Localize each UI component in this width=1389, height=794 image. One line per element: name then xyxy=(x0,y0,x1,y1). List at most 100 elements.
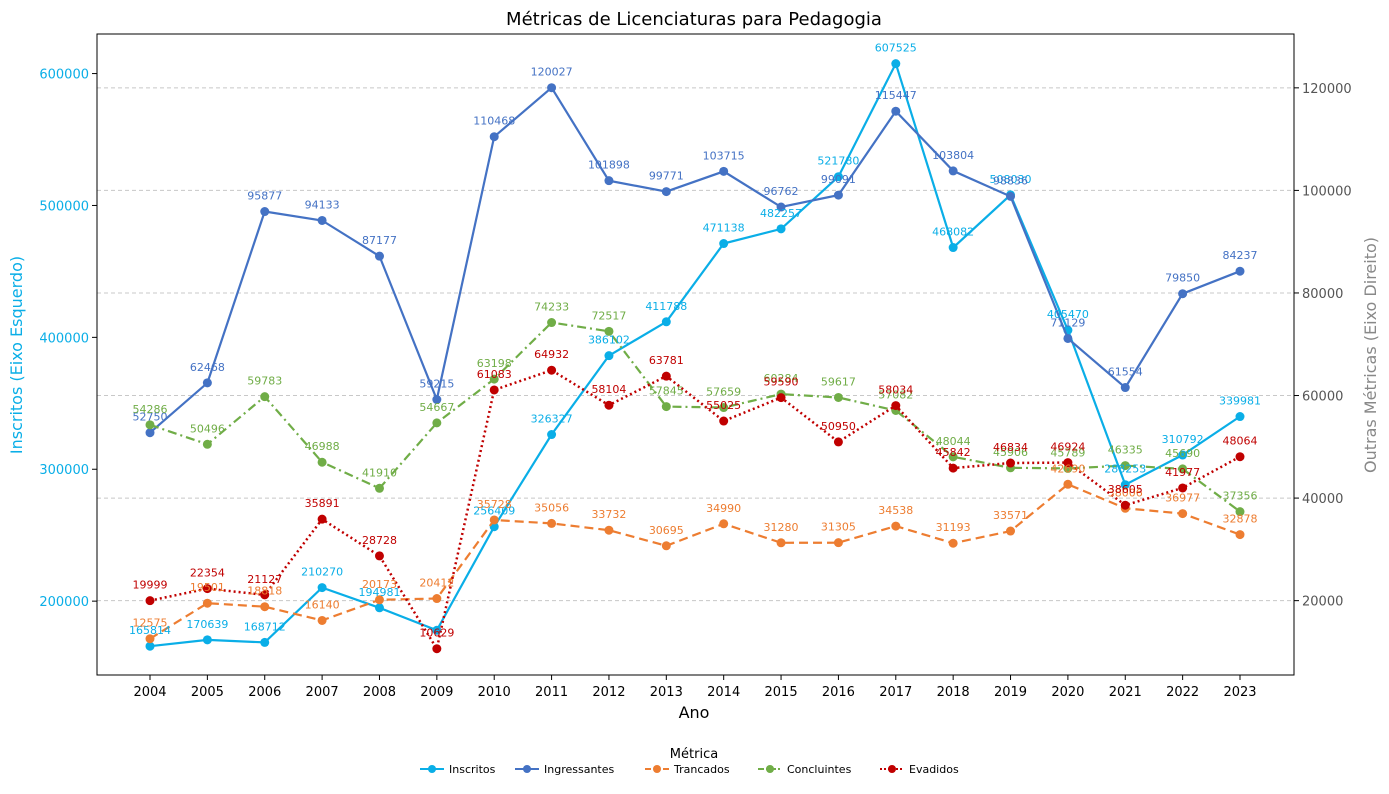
data-label-inscritos: 165814 xyxy=(129,624,171,637)
data-point-ingressantes xyxy=(776,202,786,212)
data-point-ingressantes xyxy=(1063,333,1073,343)
data-label-ingressantes: 103804 xyxy=(932,149,974,162)
data-point-evadidos xyxy=(1178,483,1188,493)
data-label-evadidos: 61083 xyxy=(477,368,512,381)
data-label-inscritos: 170639 xyxy=(186,618,228,631)
data-label-evadidos: 22354 xyxy=(190,567,225,580)
data-label-concluintes: 74233 xyxy=(534,301,569,314)
data-label-inscritos: 339981 xyxy=(1219,395,1261,408)
data-label-inscritos: 411788 xyxy=(645,300,687,313)
data-label-ingressantes: 87177 xyxy=(362,234,397,247)
data-point-evadidos xyxy=(260,590,270,600)
data-label-concluintes: 54667 xyxy=(419,401,454,414)
data-label-concluintes: 63198 xyxy=(477,357,512,370)
data-point-ingressantes xyxy=(1178,289,1188,299)
data-point-ingressantes xyxy=(317,215,327,225)
data-point-concluintes xyxy=(948,452,958,462)
data-point-inscritos xyxy=(604,351,614,361)
data-label-ingressantes: 96762 xyxy=(764,185,799,198)
data-point-trancados xyxy=(948,538,958,548)
legend-label-trancados: Trancados xyxy=(673,763,730,776)
data-point-trancados xyxy=(489,515,499,525)
right-y-tick-label: 100000 xyxy=(1302,184,1352,199)
data-label-evadidos: 19999 xyxy=(133,579,168,592)
data-label-ingressantes: 110468 xyxy=(473,115,515,128)
data-label-trancados: 16140 xyxy=(305,598,340,611)
legend-marker-concluintes xyxy=(766,765,774,773)
grid-lines xyxy=(97,87,1294,602)
data-label-evadidos: 58034 xyxy=(878,384,913,397)
x-tick-label: 2008 xyxy=(363,685,396,700)
data-label-ingressantes: 84237 xyxy=(1223,249,1258,262)
data-point-ingressantes xyxy=(145,428,155,438)
data-label-concluintes: 50496 xyxy=(190,422,225,435)
data-point-evadidos xyxy=(948,463,958,473)
right-y-tick-label: 20000 xyxy=(1302,595,1343,610)
x-tick-label: 2010 xyxy=(478,685,511,700)
left-y-axis-label: Inscritos (Eixo Esquerdo) xyxy=(7,256,26,454)
data-label-ingressantes: 71129 xyxy=(1050,316,1085,329)
data-label-inscritos: 405470 xyxy=(1047,308,1089,321)
data-point-concluintes xyxy=(145,420,155,430)
data-point-evadidos xyxy=(1235,452,1245,462)
data-point-inscritos xyxy=(432,625,442,635)
data-point-inscritos xyxy=(833,172,843,182)
data-label-concluintes: 45789 xyxy=(1050,446,1085,459)
data-label-ingressantes: 52750 xyxy=(133,411,168,424)
data-label-concluintes: 45906 xyxy=(993,446,1028,459)
left-y-tick-label: 400000 xyxy=(39,331,89,346)
data-point-concluintes xyxy=(604,326,614,336)
data-point-concluintes xyxy=(260,392,270,402)
legend-marker-trancados xyxy=(653,765,661,773)
data-label-inscritos: 508030 xyxy=(990,173,1032,186)
x-tick-label: 2007 xyxy=(306,685,339,700)
legend: Métrica Inscritos Ingressantes Trancados Co… xyxy=(420,747,959,776)
data-point-ingressantes xyxy=(1120,383,1130,393)
data-point-ingressantes xyxy=(948,166,958,176)
data-point-concluintes xyxy=(317,457,327,467)
data-point-concluintes xyxy=(833,392,843,402)
legend-label-inscritos: Inscritos xyxy=(449,763,496,776)
data-point-trancados xyxy=(604,525,614,535)
data-point-concluintes xyxy=(719,403,729,413)
data-point-ingressantes xyxy=(432,395,442,405)
data-label-evadidos: 28728 xyxy=(362,534,397,547)
data-point-evadidos xyxy=(202,584,212,594)
data-point-ingressantes xyxy=(1235,266,1245,276)
data-label-evadidos: 64932 xyxy=(534,348,569,361)
x-tick-label: 2011 xyxy=(535,685,568,700)
legend-label-ingressantes: Ingressantes xyxy=(544,763,615,776)
data-label-inscritos: 288253 xyxy=(1104,463,1146,476)
data-label-concluintes: 72517 xyxy=(591,309,626,322)
data-point-concluintes xyxy=(661,402,671,412)
x-tick-label: 2004 xyxy=(133,685,166,700)
series-line-inscritos xyxy=(149,60,1241,648)
data-point-trancados xyxy=(719,519,729,529)
data-point-concluintes xyxy=(489,374,499,384)
data-label-inscritos: 471138 xyxy=(703,222,745,235)
left-y-tick-label: 300000 xyxy=(39,463,89,478)
data-label-ingressantes: 103715 xyxy=(703,149,745,162)
x-tick-label: 2017 xyxy=(879,685,912,700)
data-point-inscritos xyxy=(948,243,958,253)
data-point-ingressantes xyxy=(489,132,499,142)
data-point-evadidos xyxy=(432,644,442,654)
x-tick-label: 2006 xyxy=(248,685,281,700)
right-y-axis-label: Outras Métricas (Eixo Direito) xyxy=(1361,237,1380,473)
plot-frame xyxy=(96,33,1295,676)
data-label-concluintes: 57845 xyxy=(649,385,684,398)
data-label-ingressantes: 94133 xyxy=(305,198,340,211)
data-label-evadidos: 35891 xyxy=(305,497,340,510)
data-label-evadidos: 46924 xyxy=(1050,441,1085,454)
data-label-evadidos: 59590 xyxy=(764,376,799,389)
data-label-ingressantes: 79850 xyxy=(1165,272,1200,285)
data-label-evadidos: 38605 xyxy=(1108,483,1143,496)
data-label-trancados: 19501 xyxy=(190,581,225,594)
data-label-concluintes: 59783 xyxy=(247,375,282,388)
data-point-concluintes xyxy=(1235,507,1245,517)
legend-marker-inscritos xyxy=(428,765,436,773)
data-label-ingressantes: 95877 xyxy=(247,190,282,203)
x-tick-label: 2016 xyxy=(822,685,855,700)
data-point-evadidos xyxy=(1120,500,1130,510)
left-y-tick-label: 500000 xyxy=(39,199,89,214)
